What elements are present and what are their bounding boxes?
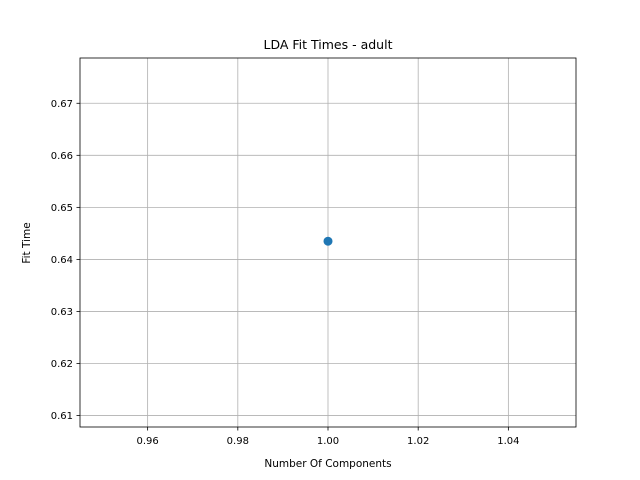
- data-points: [323, 236, 333, 246]
- x-axis-label: Number Of Components: [264, 458, 391, 470]
- x-tick-label: 0.98: [227, 436, 249, 447]
- y-tick-label: 0.65: [51, 203, 73, 214]
- x-axis-ticks: 0.96 0.98 1.00 1.02 1.04: [137, 427, 519, 447]
- y-axis-label: Fit Time: [21, 222, 33, 263]
- y-tick-label: 0.63: [51, 307, 73, 318]
- x-tick-label: 1.04: [497, 436, 519, 447]
- y-tick-label: 0.62: [51, 359, 73, 370]
- y-tick-label: 0.64: [51, 255, 73, 266]
- x-tick-label: 1.00: [317, 436, 339, 447]
- y-tick-label: 0.67: [51, 99, 73, 110]
- chart-title: LDA Fit Times - adult: [264, 37, 393, 52]
- y-tick-label: 0.66: [51, 151, 73, 162]
- y-tick-label: 0.61: [51, 411, 73, 422]
- x-tick-label: 0.96: [137, 436, 159, 447]
- y-axis-ticks: 0.61 0.62 0.63 0.64 0.65 0.66 0.67: [51, 99, 80, 422]
- data-point: [323, 236, 333, 246]
- x-tick-label: 1.02: [407, 436, 429, 447]
- grid: [80, 58, 576, 427]
